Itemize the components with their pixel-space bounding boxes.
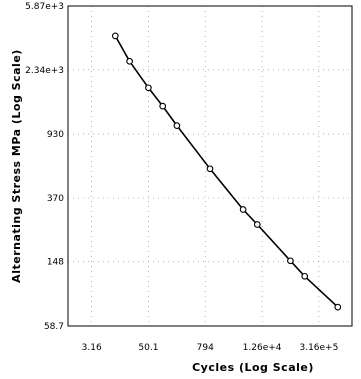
data-point bbox=[206, 165, 214, 173]
data-point bbox=[301, 272, 309, 280]
x-axis-ticks: 3.16 50.1 794 1.26e+4 3.16e+5 bbox=[82, 343, 339, 353]
data-point bbox=[111, 32, 119, 40]
data-point bbox=[253, 221, 261, 228]
y-tick-label: 148 bbox=[47, 258, 64, 268]
y-tick-label: 930 bbox=[47, 130, 64, 140]
x-tick-label: 50.1 bbox=[138, 343, 158, 353]
data-point bbox=[126, 57, 133, 65]
data-point bbox=[173, 122, 181, 129]
y-axis-title: Alternating Stress MPa (Log Scale) bbox=[10, 49, 23, 283]
y-tick-label: 58.7 bbox=[44, 322, 64, 332]
x-axis-title: Cycles (Log Scale) bbox=[192, 361, 314, 374]
data-point bbox=[159, 102, 167, 110]
x-tick-label: 794 bbox=[197, 343, 214, 353]
data-point bbox=[145, 84, 152, 92]
x-tick-label: 1.26e+4 bbox=[243, 343, 282, 353]
data-point bbox=[239, 206, 247, 213]
x-tick-label: 3.16 bbox=[82, 343, 102, 353]
series-layer bbox=[111, 32, 342, 311]
y-tick-label: 5.87e+3 bbox=[25, 2, 64, 12]
data-point bbox=[287, 257, 294, 265]
y-tick-label: 2.34e+3 bbox=[25, 66, 64, 76]
grid-lines bbox=[68, 6, 352, 326]
data-point bbox=[334, 303, 342, 311]
y-axis-ticks: 58.7 148 370 930 2.34e+3 5.87e+3 bbox=[25, 2, 64, 332]
y-tick-label: 370 bbox=[47, 194, 64, 204]
plot-frame bbox=[67, 5, 353, 327]
x-tick-label: 3.16e+5 bbox=[299, 343, 338, 353]
